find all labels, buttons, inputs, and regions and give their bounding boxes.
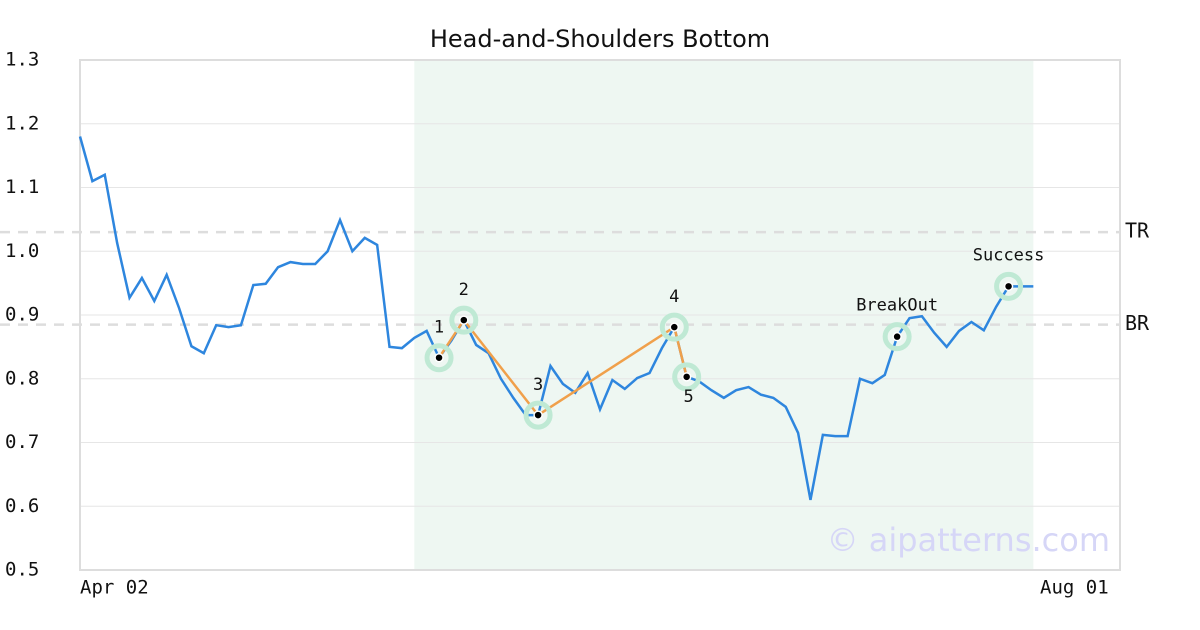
y-tick-label: 1.2: [5, 112, 39, 134]
marker-dot: [681, 372, 692, 382]
price-line: [78, 136, 1034, 501]
marker-label: BreakOut: [856, 296, 938, 316]
level-label: TR: [1125, 219, 1150, 243]
x-tick-label: Apr 02: [80, 577, 149, 599]
marker-halo: [449, 305, 479, 335]
y-tick-label: 0.7: [5, 431, 39, 453]
marker-halo: [994, 271, 1024, 301]
y-tick-label: 1.3: [5, 49, 39, 71]
marker-label: 1: [434, 318, 444, 338]
level-label: BR: [1125, 311, 1150, 335]
marker-halo: [523, 400, 553, 430]
marker-label: 4: [669, 287, 679, 307]
y-tick-label: 1.0: [5, 240, 39, 262]
marker-dot: [533, 410, 543, 420]
y-tick-label: 1.1: [5, 176, 39, 198]
chart-title: Head-and-Shoulders Bottom: [430, 25, 770, 53]
marker-halo: [659, 312, 689, 342]
marker-halo: [672, 362, 702, 392]
marker-dot: [459, 315, 469, 325]
y-tick-label: 0.6: [5, 495, 39, 517]
marker-dot: [1003, 281, 1014, 292]
y-tick-label: 0.8: [5, 367, 39, 389]
marker-halo: [424, 343, 454, 373]
marker-label: 3: [533, 375, 543, 395]
y-tick-label: 0.9: [5, 304, 39, 326]
y-tick-label: 0.5: [5, 559, 39, 581]
marker-dot: [434, 352, 444, 363]
marker-label: Success: [973, 245, 1045, 265]
watermark: © aipatterns.com: [827, 521, 1110, 559]
plot-frame: [79, 59, 1121, 571]
x-tick-label: Aug 01: [1040, 577, 1109, 599]
marker-label: 5: [684, 387, 694, 407]
marker-halo: [882, 322, 912, 352]
marker-dot: [669, 322, 680, 332]
marker-label: 2: [459, 280, 469, 300]
marker-dot: [892, 331, 902, 342]
